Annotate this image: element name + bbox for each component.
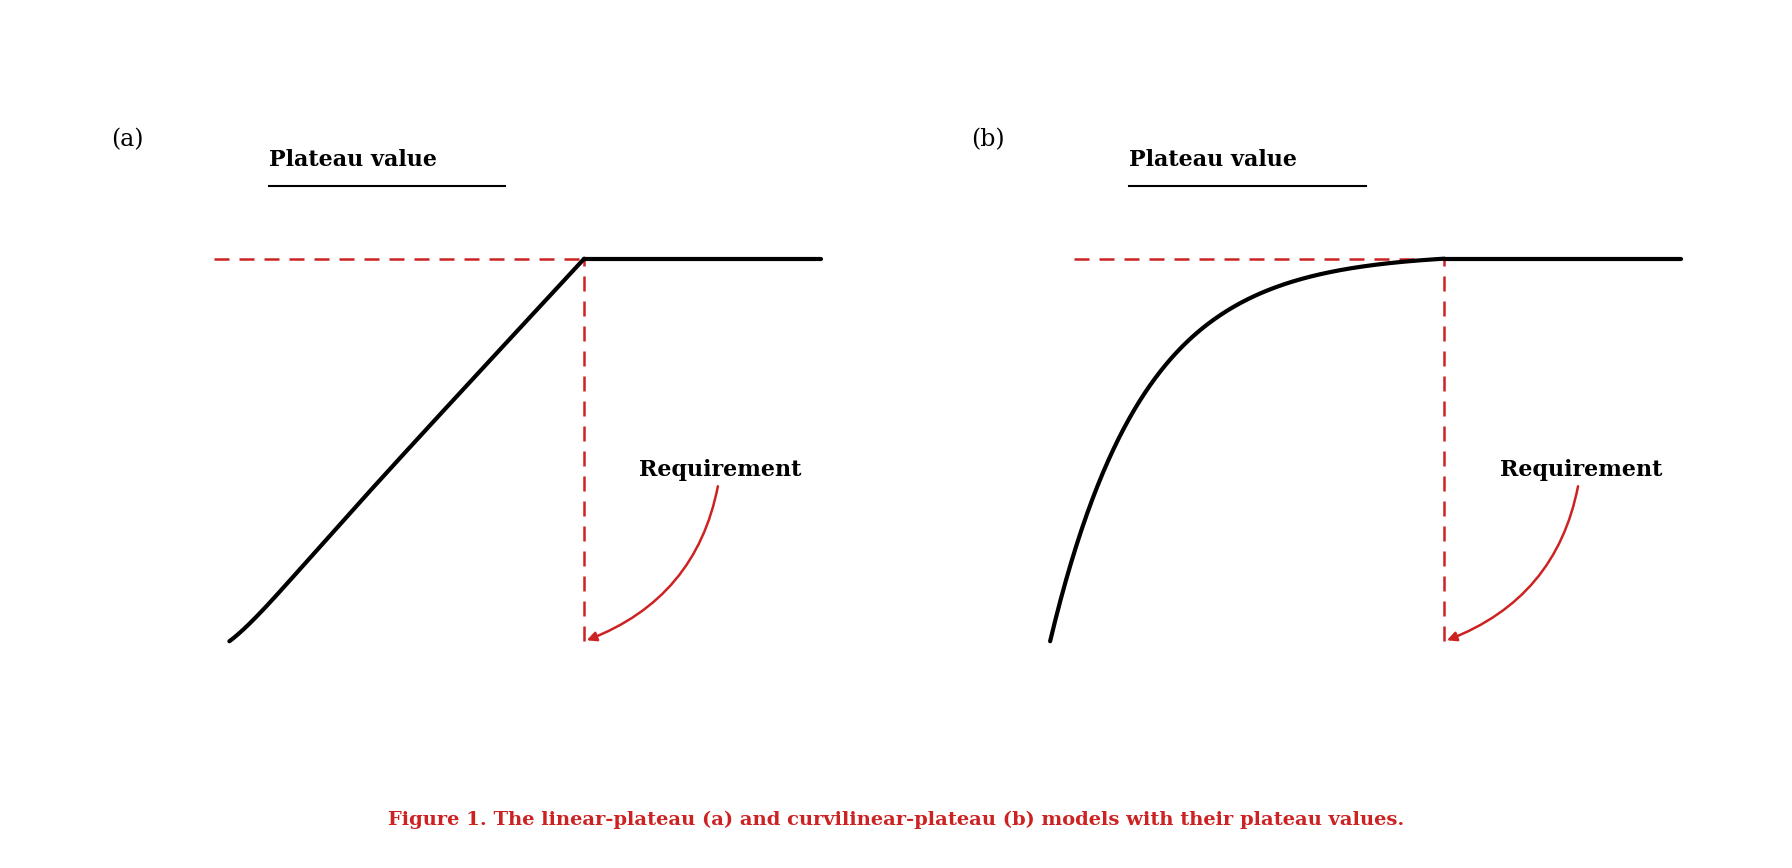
Text: Requirement: Requirement xyxy=(1450,459,1661,640)
Text: Figure 1. The linear-plateau (a) and curvilinear-plateau (b) models with their p: Figure 1. The linear-plateau (a) and cur… xyxy=(387,811,1405,830)
Text: (b): (b) xyxy=(971,128,1005,151)
Text: Requirement: Requirement xyxy=(590,459,801,640)
Text: (a): (a) xyxy=(111,128,143,151)
Text: Plateau value: Plateau value xyxy=(1129,148,1297,171)
Text: Plateau value: Plateau value xyxy=(269,148,437,171)
